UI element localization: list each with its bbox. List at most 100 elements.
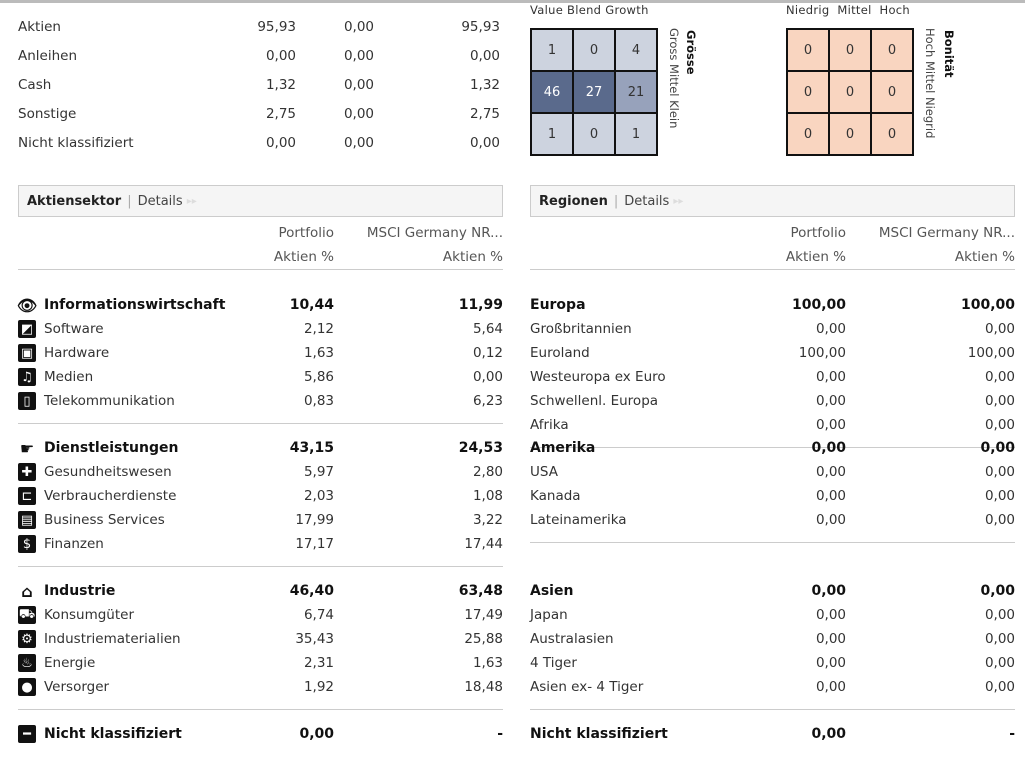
list-item: Japan 0,00 0,00 bbox=[530, 603, 1015, 627]
benchmark-value: - bbox=[1009, 726, 1015, 742]
portfolio-value: 100,00 bbox=[798, 345, 846, 361]
benchmark-value: 5,64 bbox=[472, 321, 503, 337]
allocation-net: 0,00 bbox=[469, 47, 500, 64]
allocation-long: 2,75 bbox=[265, 105, 296, 122]
row-label: Asien ex- 4 Tiger bbox=[530, 679, 644, 695]
group: ⌂ Industrie 46,40 63,48 ⛟ Konsumgüter 6,74 17,4… bbox=[18, 579, 503, 710]
media-icon: ♫ bbox=[18, 368, 36, 386]
divider bbox=[18, 269, 503, 270]
portfolio-value: 0,00 bbox=[815, 607, 846, 623]
divider bbox=[530, 542, 1015, 543]
allocation-name: Nicht klassifiziert bbox=[18, 134, 134, 151]
asset-allocation-table: Aktien 95,93 0,00 95,93 Anleihen 0,00 0,00 0,00… bbox=[18, 12, 503, 157]
benchmark-value: 0,00 bbox=[472, 369, 503, 385]
portfolio-value: 100,00 bbox=[791, 297, 846, 313]
row-label: Telekommunikation bbox=[44, 393, 175, 409]
group-header-row: ☛ Dienstleistungen 43,15 24,53 bbox=[18, 436, 503, 460]
portfolio-value: 17,17 bbox=[295, 536, 334, 552]
benchmark-value: 100,00 bbox=[967, 345, 1015, 361]
creditbox-column-labels: Niedrig Mittel Hoch bbox=[786, 3, 911, 17]
allocation-long: 95,93 bbox=[257, 18, 296, 35]
allocation-net: 1,32 bbox=[469, 76, 500, 93]
stylebox-cell: 0 bbox=[574, 114, 614, 154]
allocation-row: Sonstige 2,75 0,00 2,75 bbox=[18, 99, 503, 128]
row-name: Großbritannien bbox=[530, 321, 760, 337]
row-label: Afrika bbox=[530, 417, 569, 433]
regions-details-link[interactable]: Details bbox=[624, 193, 670, 209]
creditbox-row-labels: Hoch Mittel Niegrid bbox=[923, 28, 937, 139]
unclassified-row: ━ Nicht klassifiziert 0,00 - bbox=[18, 722, 503, 746]
list-item: ▯ Telekommunikation 0,83 6,23 bbox=[18, 389, 503, 413]
portfolio-value: 0,00 bbox=[811, 583, 846, 599]
list-item: ⊏ Verbraucherdienste 2,03 1,08 bbox=[18, 484, 503, 508]
sector-title: Aktiensektor bbox=[27, 193, 122, 209]
stylebox-column-labels: Value Blend Growth bbox=[530, 3, 649, 17]
benchmark-value: 63,48 bbox=[458, 583, 503, 599]
column-header-row: Aktien % Aktien % bbox=[18, 245, 503, 269]
list-item: ▤ Business Services 17,99 3,22 bbox=[18, 508, 503, 532]
row-name: Schwellenl. Europa bbox=[530, 393, 760, 409]
row-name: USA bbox=[530, 464, 760, 480]
allocation-short: 0,00 bbox=[343, 105, 374, 122]
row-label: Industriematerialien bbox=[44, 631, 181, 647]
list-item: ◩ Software 2,12 5,64 bbox=[18, 317, 503, 341]
list-item: Australasien 0,00 0,00 bbox=[530, 627, 1015, 651]
column-header-row: Portfolio MSCI Germany NR... bbox=[530, 221, 1015, 245]
creditbox-cell: 0 bbox=[788, 30, 828, 70]
portfolio-value: 1,63 bbox=[303, 345, 334, 361]
list-item: Großbritannien 0,00 0,00 bbox=[530, 317, 1015, 341]
portfolio-value: 5,86 bbox=[303, 369, 334, 385]
list-item: ♨ Energie 2,31 1,63 bbox=[18, 651, 503, 675]
divider bbox=[530, 447, 1015, 448]
stylebox-cell: 1 bbox=[532, 114, 572, 154]
group-header-row: ⌂ Industrie 46,40 63,48 bbox=[18, 579, 503, 603]
row-name: ♨ Energie bbox=[18, 654, 248, 672]
row-label: Amerika bbox=[530, 440, 596, 456]
health-icon: ✚ bbox=[18, 463, 36, 481]
list-item: $ Finanzen 17,17 17,44 bbox=[18, 532, 503, 556]
portfolio-column-header: Aktien % bbox=[273, 249, 334, 265]
portfolio-value: 0,00 bbox=[815, 321, 846, 337]
group: Europa 100,00 100,00 Großbritannien 0,00 0,00… bbox=[530, 293, 1015, 448]
portfolio-value: 0,00 bbox=[815, 512, 846, 528]
row-name: Afrika bbox=[530, 417, 760, 433]
allocation-long: 1,32 bbox=[265, 76, 296, 93]
portfolio-value: 17,99 bbox=[295, 512, 334, 528]
row-name: $ Finanzen bbox=[18, 535, 248, 553]
bulb-icon: ● bbox=[18, 678, 36, 696]
group-header-row: 👁 Informationswirtschaft 10,44 11,99 bbox=[17, 293, 503, 317]
row-label: Finanzen bbox=[44, 536, 104, 552]
allocation-net: 2,75 bbox=[469, 105, 500, 122]
portfolio-value: 0,00 bbox=[815, 464, 846, 480]
row-label: Euroland bbox=[530, 345, 590, 361]
benchmark-value: 0,00 bbox=[984, 369, 1015, 385]
service-icon: ☛ bbox=[19, 438, 35, 458]
benchmark-value: 0,00 bbox=[984, 607, 1015, 623]
portfolio-value: 0,00 bbox=[815, 655, 846, 671]
row-label: USA bbox=[530, 464, 558, 480]
stylebox-cell: 21 bbox=[616, 72, 656, 112]
portfolio-value: 0,83 bbox=[303, 393, 334, 409]
portfolio-value: 0,00 bbox=[811, 440, 846, 456]
portfolio-column-header: Portfolio bbox=[278, 225, 334, 241]
list-item: ● Versorger 1,92 18,48 bbox=[18, 675, 503, 699]
stylebox-cell: 46 bbox=[532, 72, 572, 112]
row-name: ⌂ Industrie bbox=[18, 582, 248, 601]
list-item: Schwellenl. Europa 0,00 0,00 bbox=[530, 389, 1015, 413]
allocation-row: Aktien 95,93 0,00 95,93 bbox=[18, 12, 503, 41]
row-label: Verbraucherdienste bbox=[44, 488, 177, 504]
chevron-right-icon: ▸▸ bbox=[673, 195, 684, 207]
portfolio-value: 2,31 bbox=[303, 655, 334, 671]
allocation-long: 0,00 bbox=[265, 134, 296, 151]
row-name: Asien ex- 4 Tiger bbox=[530, 679, 760, 695]
benchmark-value: 17,44 bbox=[464, 536, 503, 552]
sector-details-link[interactable]: Details bbox=[137, 193, 183, 209]
telecom-icon: ▯ bbox=[18, 392, 36, 410]
chevron-right-icon: ▸▸ bbox=[186, 195, 197, 207]
list-item: Lateinamerika 0,00 0,00 bbox=[530, 508, 1015, 532]
benchmark-column-header: Aktien % bbox=[954, 249, 1015, 265]
column-header-row: Portfolio MSCI Germany NR... bbox=[18, 221, 503, 245]
benchmark-value: 0,00 bbox=[980, 440, 1015, 456]
benchmark-value: 24,53 bbox=[458, 440, 503, 456]
